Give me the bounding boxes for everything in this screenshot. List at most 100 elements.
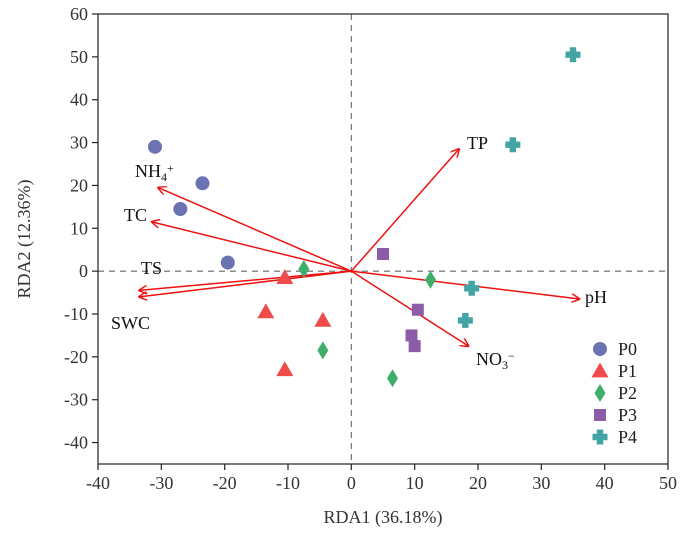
legend-label: P1 xyxy=(618,361,637,381)
point-p2 xyxy=(317,341,329,360)
point-p3 xyxy=(408,340,421,353)
y-tick-label: 20 xyxy=(70,175,88,195)
arrow-label: SWC xyxy=(111,313,150,333)
arrow-label-part: NH xyxy=(135,161,161,181)
zero-lines xyxy=(98,14,668,464)
point-p0 xyxy=(195,176,210,191)
y-tick-label: 50 xyxy=(70,47,88,67)
arrow-label: TP xyxy=(467,133,488,153)
point-p2 xyxy=(387,369,398,388)
arrow-line xyxy=(350,270,468,346)
point-p1 xyxy=(276,269,294,284)
point-p1 xyxy=(276,361,294,377)
point-p3 xyxy=(405,329,418,342)
x-axis-title: RDA1 (36.18%) xyxy=(324,507,443,528)
legend-item-p2: P2 xyxy=(594,383,637,403)
sample-points xyxy=(148,47,581,388)
y-tick-label: -40 xyxy=(64,433,88,453)
legend-label: P3 xyxy=(618,405,637,425)
arrow-label-part: 3 xyxy=(502,358,508,372)
series-p4 xyxy=(457,47,581,328)
x-tick-label: 0 xyxy=(347,473,356,493)
point-p1 xyxy=(257,303,275,319)
legend-marker xyxy=(591,362,609,378)
environmental-arrows: TP NH4+ TC TS SWC pH NO3− xyxy=(111,133,607,372)
arrow-ph: pH xyxy=(351,270,607,307)
legend-item-p0: P0 xyxy=(593,339,637,359)
series-p0 xyxy=(148,139,235,270)
y-axis-title: RDA2 (12.36%) xyxy=(14,180,35,299)
point-p3 xyxy=(411,303,424,316)
arrow-label-part: TC xyxy=(124,205,147,225)
arrow-line xyxy=(139,270,352,297)
x-tick-label: 30 xyxy=(532,473,550,493)
axis-ticks: -40 -30 -20 -10 0 10 20 30 40 50 -40 -30 -20 -10 0 10 20… xyxy=(64,4,677,493)
legend-marker xyxy=(594,409,606,421)
arrow-line xyxy=(152,222,352,272)
arrow-label: TS xyxy=(141,258,162,278)
arrow-label: TC xyxy=(124,205,147,225)
arrow-label: pH xyxy=(585,287,607,307)
x-tick-label: 50 xyxy=(659,473,677,493)
arrow-swc: SWC xyxy=(111,270,352,333)
legend-label: P2 xyxy=(618,383,637,403)
legend-marker xyxy=(593,342,607,356)
series-p3 xyxy=(377,248,424,353)
x-tick-label: 10 xyxy=(406,473,424,493)
legend-item-p4: P4 xyxy=(592,427,637,447)
arrow-line xyxy=(158,188,352,272)
x-tick-label: -30 xyxy=(149,473,173,493)
legend-item-p1: P1 xyxy=(591,361,637,381)
arrow-label-part: TP xyxy=(467,133,488,153)
point-p0 xyxy=(173,202,188,216)
series-p1 xyxy=(257,269,332,377)
legend-label: P4 xyxy=(618,427,637,447)
point-p0 xyxy=(148,139,162,154)
y-tick-label: 40 xyxy=(70,90,88,110)
legend-marker xyxy=(592,429,608,445)
arrow-line xyxy=(139,270,352,290)
arrow-label-part: 4 xyxy=(161,170,167,184)
arrow-label-part: + xyxy=(167,161,174,175)
point-p4 xyxy=(457,312,473,328)
y-tick-label: 30 xyxy=(70,133,88,153)
arrow-tc: TC xyxy=(124,205,352,272)
point-p3 xyxy=(377,248,389,260)
point-p4 xyxy=(464,280,480,296)
arrow-label: NO3− xyxy=(476,349,515,372)
legend-label: P0 xyxy=(618,339,637,359)
arrow-line xyxy=(350,149,459,272)
y-tick-label: 60 xyxy=(70,4,88,24)
series-p2 xyxy=(298,260,436,388)
legend-marker xyxy=(594,384,606,402)
arrow-label: NH4+ xyxy=(135,161,174,184)
arrow-label-part: pH xyxy=(585,287,607,307)
x-tick-label: 40 xyxy=(596,473,614,493)
x-tick-label: -40 xyxy=(86,473,110,493)
legend-item-p3: P3 xyxy=(594,405,637,425)
arrow-label-part: − xyxy=(508,349,515,363)
point-p1 xyxy=(314,311,332,327)
x-tick-label: -10 xyxy=(276,473,300,493)
y-tick-label: -10 xyxy=(64,304,88,324)
arrow-label-part: SWC xyxy=(111,313,150,333)
plot-frame xyxy=(97,13,669,465)
point-p2 xyxy=(298,260,310,278)
arrow-label-part: TS xyxy=(141,258,162,278)
arrow-line xyxy=(351,270,579,299)
y-tick-label: -30 xyxy=(64,390,88,410)
point-p0 xyxy=(220,255,235,270)
arrow-nh4: NH4+ xyxy=(135,161,352,272)
x-tick-label: 20 xyxy=(469,473,487,493)
x-tick-label: -20 xyxy=(213,473,237,493)
y-tick-label: -20 xyxy=(64,347,88,367)
point-p4 xyxy=(505,137,521,153)
y-tick-label: 10 xyxy=(70,218,88,238)
arrow-tp: TP xyxy=(350,133,488,272)
point-p2 xyxy=(425,270,436,289)
arrow-ts: TS xyxy=(139,258,352,290)
arrow-label-part: NO xyxy=(476,349,502,369)
point-p4 xyxy=(565,47,581,63)
